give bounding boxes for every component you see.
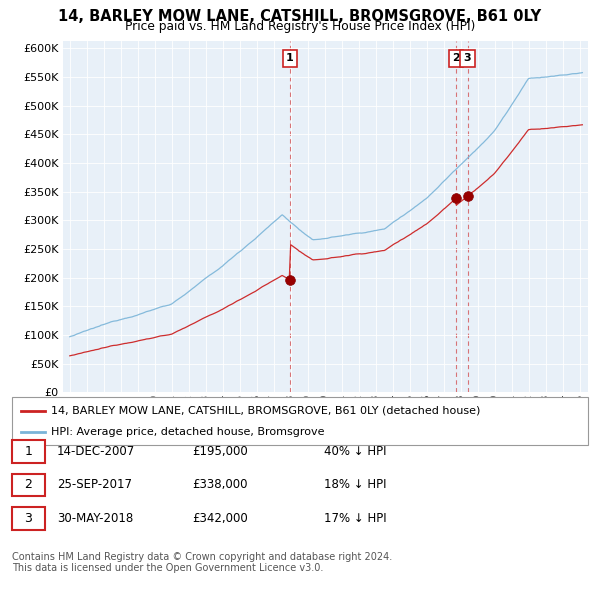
Text: 14, BARLEY MOW LANE, CATSHILL, BROMSGROVE, B61 0LY: 14, BARLEY MOW LANE, CATSHILL, BROMSGROV… — [58, 9, 542, 24]
Text: 17% ↓ HPI: 17% ↓ HPI — [324, 512, 386, 525]
Text: Contains HM Land Registry data © Crown copyright and database right 2024.: Contains HM Land Registry data © Crown c… — [12, 552, 392, 562]
Text: 14, BARLEY MOW LANE, CATSHILL, BROMSGROVE, B61 0LY (detached house): 14, BARLEY MOW LANE, CATSHILL, BROMSGROV… — [51, 405, 481, 415]
Text: 1: 1 — [286, 53, 294, 63]
Text: 30-MAY-2018: 30-MAY-2018 — [57, 512, 133, 525]
Text: 14-DEC-2007: 14-DEC-2007 — [57, 445, 135, 458]
Text: 18% ↓ HPI: 18% ↓ HPI — [324, 478, 386, 491]
Text: 2: 2 — [25, 478, 32, 491]
Text: £342,000: £342,000 — [192, 512, 248, 525]
Text: 3: 3 — [464, 53, 472, 63]
Text: This data is licensed under the Open Government Licence v3.0.: This data is licensed under the Open Gov… — [12, 563, 323, 573]
Text: £338,000: £338,000 — [192, 478, 248, 491]
Text: 3: 3 — [25, 512, 32, 525]
Text: 25-SEP-2017: 25-SEP-2017 — [57, 478, 132, 491]
Text: Price paid vs. HM Land Registry's House Price Index (HPI): Price paid vs. HM Land Registry's House … — [125, 20, 475, 33]
Text: 2: 2 — [452, 53, 460, 63]
Text: 1: 1 — [25, 445, 32, 458]
Text: 40% ↓ HPI: 40% ↓ HPI — [324, 445, 386, 458]
Text: HPI: Average price, detached house, Bromsgrove: HPI: Average price, detached house, Brom… — [51, 427, 325, 437]
Text: £195,000: £195,000 — [192, 445, 248, 458]
